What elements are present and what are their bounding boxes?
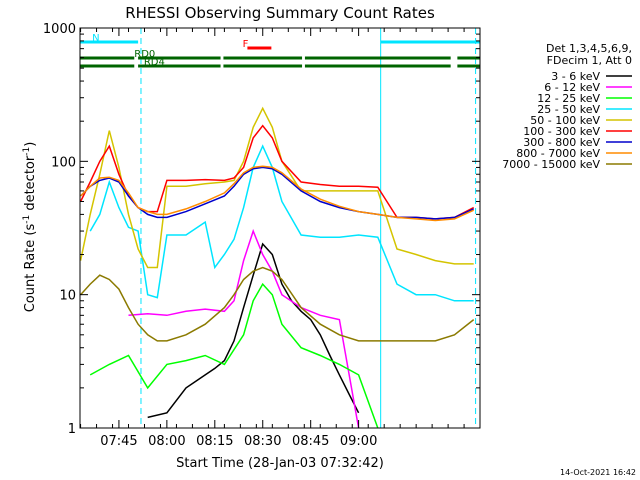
y-tick-label: 10 bbox=[59, 289, 76, 304]
legend-label: 100 - 300 keV bbox=[523, 125, 600, 138]
series-lines bbox=[79, 106, 475, 429]
flag-label-rd0: RD0 bbox=[134, 49, 155, 60]
x-tick-label: 08:30 bbox=[244, 434, 281, 449]
y-label-end: ) bbox=[23, 142, 38, 147]
x-tick-label: 08:15 bbox=[196, 434, 233, 449]
y-axis-label: Count Rate (s-1 detector-1) bbox=[22, 142, 38, 313]
legend-label: 12 - 25 keV bbox=[537, 92, 600, 105]
timestamp: 14-Oct-2021 16:42 bbox=[560, 468, 636, 477]
y-label-main: Count Rate (s bbox=[23, 224, 38, 313]
legend-label: 7000 - 15000 keV bbox=[502, 158, 600, 171]
y-label-mid: detector bbox=[23, 155, 38, 215]
series-line-0 bbox=[147, 242, 360, 419]
series-line-3 bbox=[89, 144, 474, 302]
legend-label: 3 - 6 keV bbox=[551, 70, 600, 83]
series-line-1 bbox=[128, 228, 360, 429]
series-line-4 bbox=[79, 106, 474, 269]
legend-label: 25 - 50 keV bbox=[537, 103, 600, 116]
flag-label-f: F bbox=[243, 39, 249, 50]
x-tick-label: 07:45 bbox=[100, 434, 137, 449]
x-axis-label: Start Time (28-Jan-03 07:32:42) bbox=[176, 456, 384, 471]
plot-frame bbox=[79, 27, 481, 429]
y-label-sup1: -1 bbox=[22, 215, 32, 224]
flag-label-n: N bbox=[92, 33, 99, 44]
legend-label: 6 - 12 keV bbox=[544, 81, 600, 94]
legend-header-line2: FDecim 1, Att 0 bbox=[547, 54, 632, 67]
y-tick-label: 100 bbox=[51, 155, 76, 170]
series-line-2 bbox=[89, 282, 379, 429]
legend-label: 300 - 800 keV bbox=[523, 136, 600, 149]
y-tick-label: 1 bbox=[68, 422, 76, 437]
legend-label: 50 - 100 keV bbox=[530, 114, 600, 127]
legend-label: 800 - 7000 keV bbox=[516, 147, 600, 160]
x-tick-label: 09:00 bbox=[340, 434, 377, 449]
y-tick-label: 1000 bbox=[43, 22, 76, 37]
series-line-8 bbox=[80, 266, 475, 342]
axes: 1 10 100 1000 07:45 08:00 08:15 08:30 08:45 09:00 bbox=[43, 22, 481, 449]
y-label-sup2: -1 bbox=[22, 147, 32, 156]
x-tick-label: 08:00 bbox=[148, 434, 185, 449]
x-tick-label: 08:45 bbox=[292, 434, 329, 449]
chart-title: RHESSI Observing Summary Count Rates bbox=[125, 4, 435, 22]
series-line-7 bbox=[80, 165, 475, 222]
legend: Det 1,3,4,5,6,9, FDecim 1, Att 0 3 - 6 k… bbox=[502, 42, 632, 171]
flag-label-rd4: RD4 bbox=[144, 57, 165, 68]
legend-header-line1: Det 1,3,4,5,6,9, bbox=[546, 42, 632, 55]
